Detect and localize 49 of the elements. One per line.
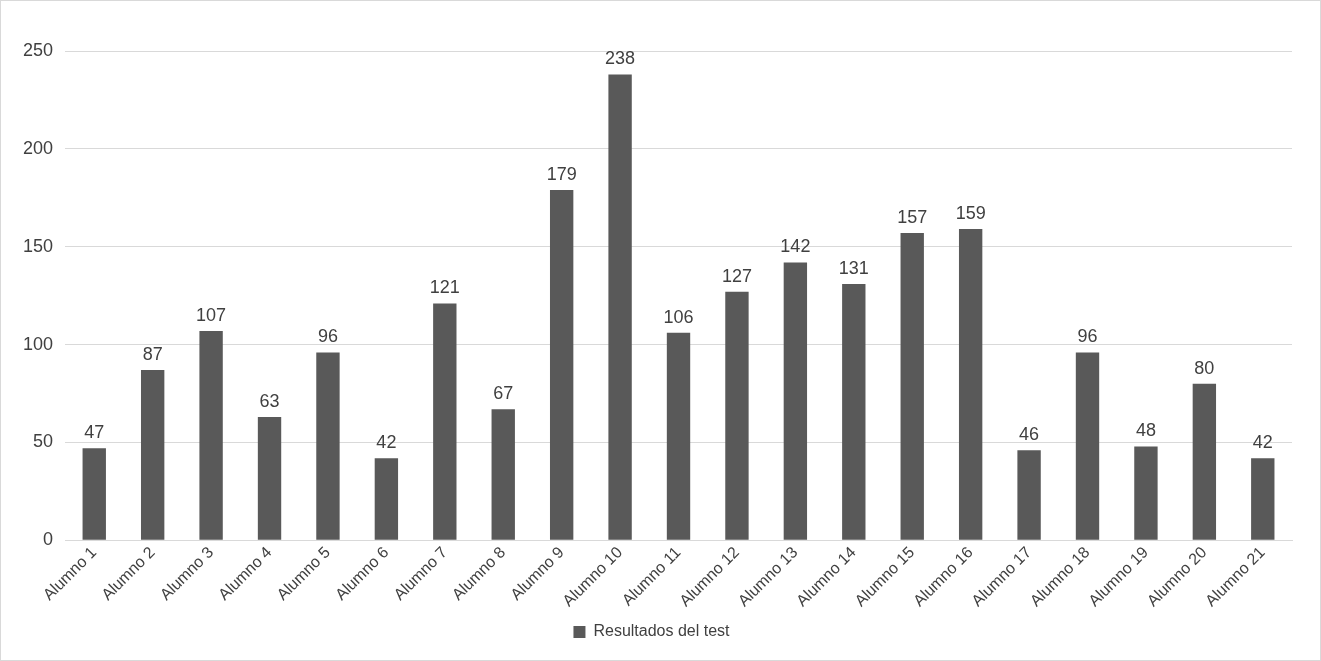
bar <box>374 458 399 540</box>
data-label: 47 <box>84 422 105 443</box>
data-label: 42 <box>376 432 397 453</box>
bar <box>900 233 924 540</box>
y-tick-label: 150 <box>22 235 54 256</box>
y-tick-label: 200 <box>22 137 54 158</box>
data-label: 107 <box>196 304 227 325</box>
data-label: 179 <box>546 163 577 184</box>
bar <box>783 262 808 540</box>
data-label: 142 <box>780 236 811 257</box>
y-tick-label: 250 <box>22 39 54 60</box>
bar <box>1134 446 1158 540</box>
y-tick-label: 0 <box>43 529 54 550</box>
data-label: 48 <box>1135 420 1156 441</box>
data-label: 46 <box>1019 424 1040 445</box>
data-label: 80 <box>1194 357 1215 378</box>
bar <box>1251 458 1275 540</box>
bar <box>1017 450 1041 540</box>
data-label: 87 <box>142 344 163 365</box>
y-tick-label: 100 <box>22 333 54 354</box>
bar <box>842 283 866 540</box>
bar <box>433 303 457 540</box>
bar <box>199 330 223 540</box>
bar <box>1192 383 1217 540</box>
data-label: 67 <box>493 383 514 404</box>
data-label: 42 <box>1252 432 1273 453</box>
bar <box>491 409 515 540</box>
legend-label: Resultados del test <box>593 622 731 640</box>
data-label: 238 <box>605 48 636 69</box>
bar <box>1075 352 1100 540</box>
bar <box>958 229 983 540</box>
data-label: 96 <box>317 326 338 347</box>
bar <box>140 370 165 540</box>
bar <box>316 352 340 540</box>
bar <box>257 417 282 540</box>
bar <box>549 189 574 540</box>
bar <box>608 74 632 540</box>
data-label: 131 <box>838 257 869 278</box>
data-label: 63 <box>259 390 280 411</box>
data-label: 121 <box>429 277 460 298</box>
data-label: 96 <box>1077 326 1098 347</box>
data-label: 157 <box>897 207 928 227</box>
y-tick-label: 50 <box>33 431 54 452</box>
data-label: 159 <box>955 203 986 224</box>
data-label: 106 <box>663 306 694 327</box>
data-label: 127 <box>721 265 752 286</box>
bar <box>666 332 691 540</box>
bar <box>725 291 749 540</box>
bar <box>82 448 106 540</box>
